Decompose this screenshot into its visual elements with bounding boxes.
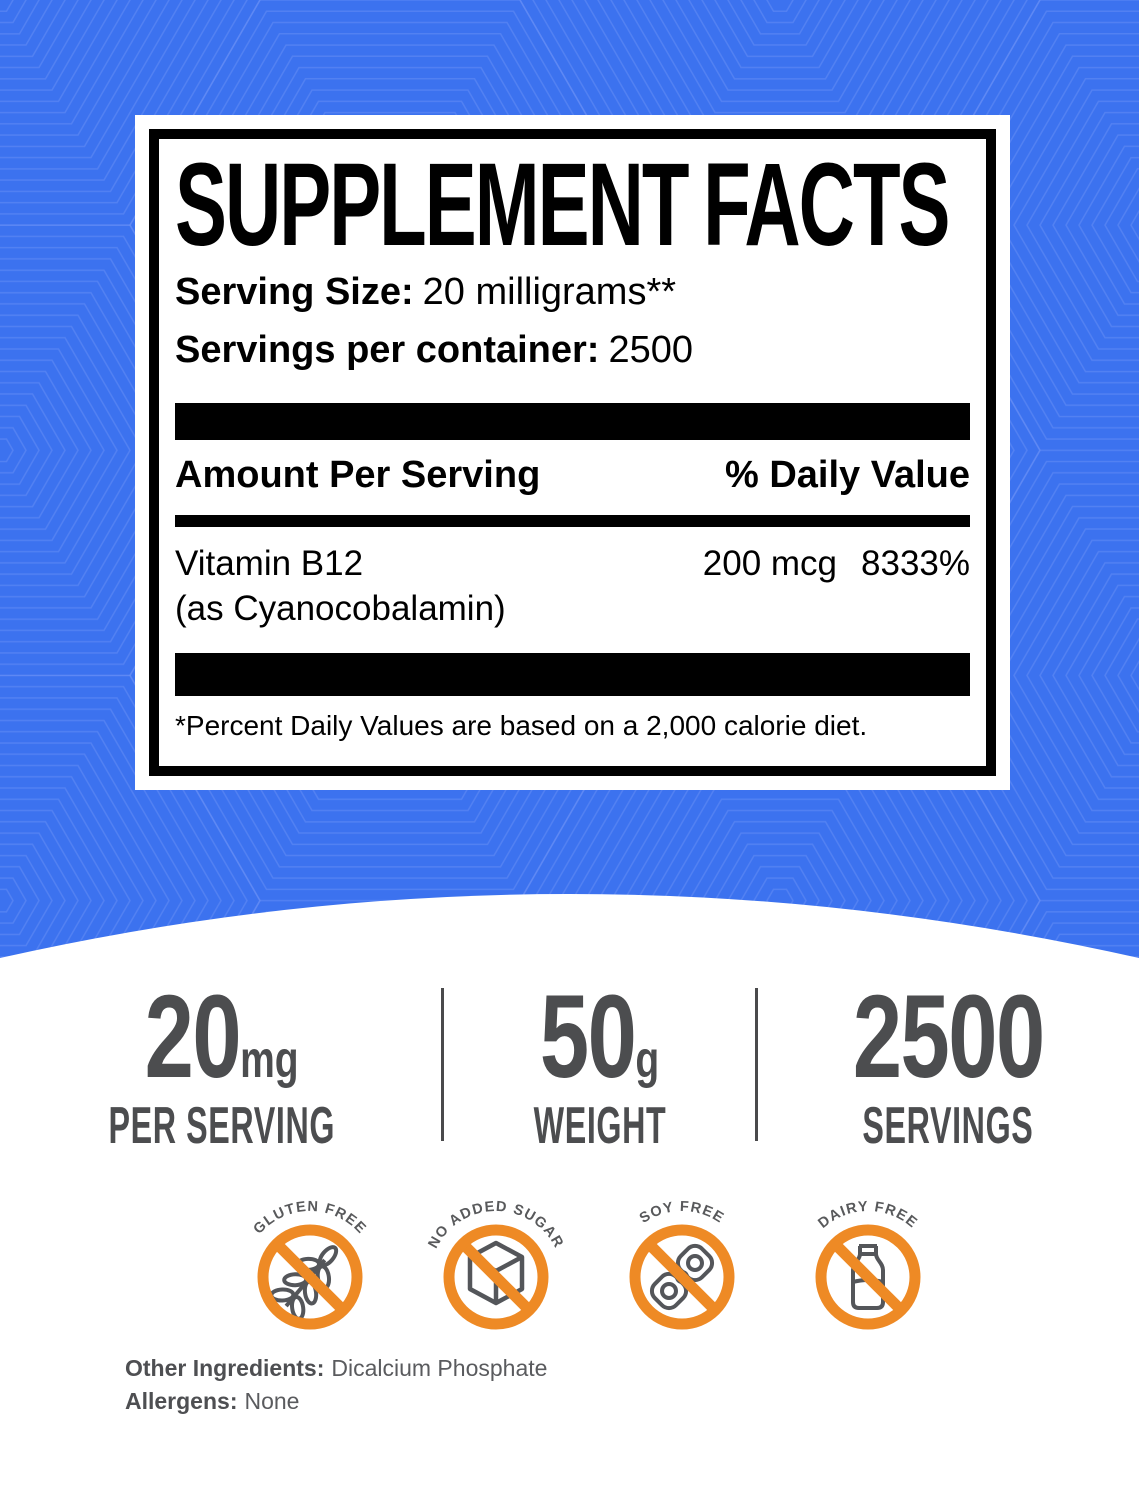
nutrient-values-block: 200 mcg 8333% (703, 541, 970, 631)
stats-row: 20mg PER SERVING 50g WEIGHT 2500 SERVING… (0, 978, 1139, 1152)
sugar-cube-crossed-icon: NO ADDED SUGAR (425, 1199, 565, 1330)
nutrient-row: Vitamin B12 (as Cyanocobalamin) 200 mcg … (175, 541, 970, 631)
stat-divider (755, 988, 758, 1141)
panel-content: SUPPLEMENT FACTS Serving Size: 20 milligr… (175, 139, 970, 766)
wheat-crossed-icon: GLUTEN FREE (251, 1199, 368, 1330)
nutrient-name: Vitamin B12 (175, 544, 364, 583)
curve-divider (0, 894, 1139, 958)
soy-free-badge: SOY FREE (602, 1185, 762, 1345)
stat-weight: 50g WEIGHT (443, 978, 757, 1152)
stat-label: PER SERVING (108, 1097, 335, 1155)
no-added-sugar-badge: NO ADDED SUGAR (416, 1185, 576, 1345)
stat-value: 50g (540, 971, 660, 1103)
footer-notes: Other Ingredients: Dicalcium Phosphate Al… (125, 1352, 547, 1418)
serving-size-value: 20 milligrams** (422, 271, 677, 313)
allergens-label: Allergens: (125, 1388, 238, 1414)
stat-divider (441, 988, 444, 1141)
servings-value: 2500 (608, 329, 694, 371)
dairy-free-badge: DAIRY FREE (788, 1185, 948, 1345)
gluten-free-badge: GLUTEN FREE (230, 1185, 390, 1345)
panel-title: SUPPLEMENT FACTS (175, 139, 950, 271)
other-ingredients-value: Dicalcium Phosphate (331, 1355, 548, 1381)
daily-value-footnote: *Percent Daily Values are based on a 2,0… (175, 710, 868, 741)
allergens-row: Allergens: None (125, 1385, 547, 1418)
stat-servings: 2500 SERVINGS (757, 978, 1139, 1152)
svg-text:SOY FREE: SOY FREE (637, 1199, 727, 1227)
servings-per-container-row: Servings per container: 2500 (175, 329, 970, 373)
panel-border (149, 129, 996, 776)
stat-value: 2500 (852, 971, 1045, 1103)
supplement-facts-panel: SUPPLEMENT FACTS Serving Size: 20 milligr… (135, 115, 1010, 790)
divider-bar-thin (175, 515, 970, 527)
stat-label: WEIGHT (533, 1097, 667, 1155)
stat-value: 20mg (144, 971, 299, 1103)
stat-per-serving: 20mg PER SERVING (0, 978, 443, 1152)
amount-per-serving-header: Amount Per Serving (175, 454, 541, 496)
table-headers-row: Amount Per Serving % Daily Value (175, 454, 970, 497)
divider-bar-thick-bottom (175, 653, 970, 696)
nutrient-daily-value: 8333% (861, 544, 970, 583)
milk-bottle-crossed-icon: DAIRY FREE (815, 1199, 921, 1330)
servings-label: Servings per container: (175, 329, 600, 371)
other-ingredients-row: Other Ingredients: Dicalcium Phosphate (125, 1352, 547, 1385)
serving-size-label: Serving Size: (175, 271, 414, 313)
other-ingredients-label: Other Ingredients: (125, 1355, 325, 1381)
daily-value-header: % Daily Value (724, 454, 970, 496)
serving-size-row: Serving Size: 20 milligrams** (175, 271, 970, 315)
allergens-value: None (244, 1388, 300, 1414)
soybean-crossed-icon: SOY FREE (629, 1199, 735, 1330)
nutrient-name-block: Vitamin B12 (as Cyanocobalamin) (175, 541, 506, 631)
badge-arc-label: SOY FREE (637, 1199, 726, 1227)
stat-label: SERVINGS (862, 1097, 1034, 1155)
nutrient-form: (as Cyanocobalamin) (175, 589, 506, 628)
nutrient-amount: 200 mcg (702, 544, 838, 583)
divider-bar-thick-top (175, 403, 970, 440)
free-from-badges-row: GLUTEN FREE NO (230, 1185, 948, 1345)
